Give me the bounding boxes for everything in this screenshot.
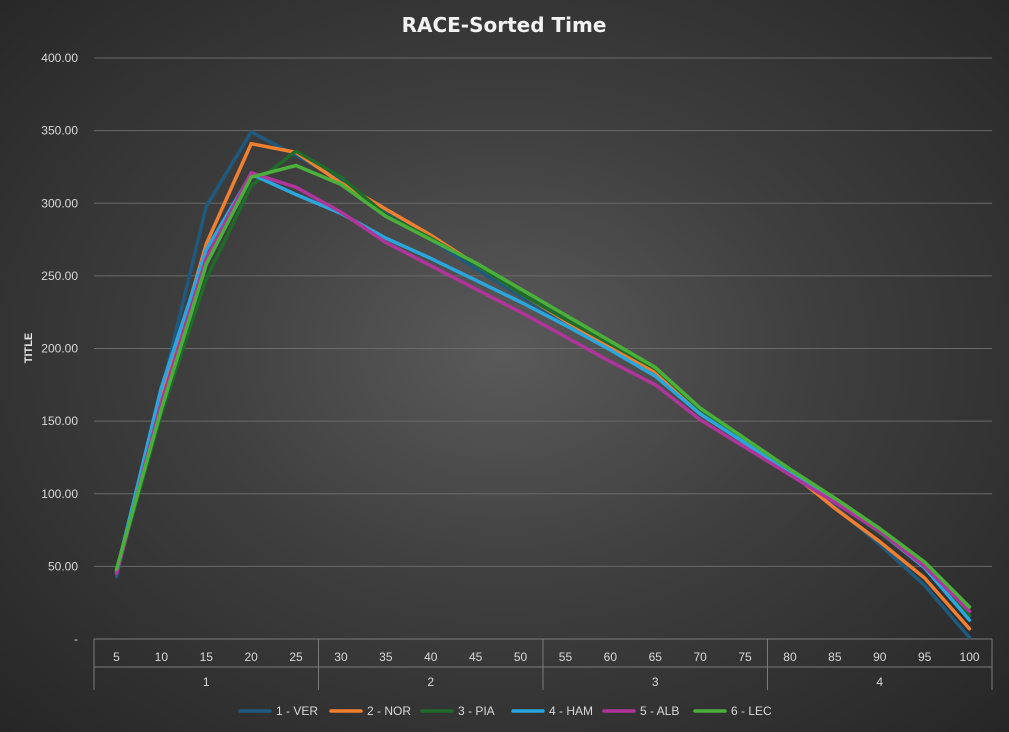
y-axis-ticks: - 50.00 100.00 150.00 200.00 250.00 300.00 350.… [41, 51, 78, 646]
y-tick-label: 400.00 [41, 51, 78, 65]
x-group-label: 3 [652, 675, 659, 689]
x-tick-label: 80 [783, 650, 797, 664]
x-tick-label: 50 [514, 650, 528, 664]
x-tick-label: 75 [738, 650, 752, 664]
x-tick-label: 15 [200, 650, 214, 664]
grid-lines [94, 57, 992, 640]
y-tick-label: - [74, 632, 78, 646]
legend-label: 5 - ALB [640, 704, 679, 718]
y-tick-label: 50.00 [48, 559, 78, 573]
y-axis-label: TITLE [23, 333, 35, 364]
y-tick-label: 350.00 [41, 124, 78, 138]
x-tick-label: 30 [334, 650, 348, 664]
x-tick-label: 55 [559, 650, 573, 664]
x-tick-label: 25 [289, 650, 303, 664]
legend-label: 1 - VER [276, 704, 318, 718]
y-tick-label: 150.00 [41, 414, 78, 428]
x-tick-label: 85 [828, 650, 842, 664]
y-tick-label: 250.00 [41, 269, 78, 283]
legend-label: 2 - NOR [367, 704, 411, 718]
x-tick-label: 60 [604, 650, 618, 664]
legend-label: 6 - LEC [731, 704, 772, 718]
series-line-4-ham [114, 172, 972, 622]
x-tick-label: 100 [960, 650, 980, 664]
x-tick-label: 10 [155, 650, 169, 664]
x-tick-label: 35 [379, 650, 393, 664]
x-group-label: 4 [876, 675, 883, 689]
y-tick-label: 300.00 [41, 196, 78, 210]
series-line-1-ver [114, 130, 972, 640]
y-tick-label: 200.00 [41, 342, 78, 356]
x-tick-label: 90 [873, 650, 887, 664]
series-line-3-pia [114, 149, 972, 618]
x-tick-label: 5 [113, 650, 120, 664]
legend-label: 4 - HAM [549, 704, 593, 718]
series-lines [114, 130, 972, 640]
legend-label: 3 - PIA [458, 704, 495, 718]
y-tick-label: 100.00 [41, 487, 78, 501]
x-tick-label: 20 [244, 650, 258, 664]
series-line-5-alb [114, 170, 972, 614]
series-line-2-nor [114, 141, 972, 631]
x-group-label: 1 [203, 675, 210, 689]
x-tick-label: 70 [693, 650, 707, 664]
x-tick-label: 65 [649, 650, 663, 664]
chart-title: RACE-Sorted Time [402, 13, 607, 37]
x-tick-label: 45 [469, 650, 483, 664]
x-group-label: 2 [427, 675, 434, 689]
x-axis-ticks: 5 10 15 20 25 30 35 40 45 50 55 60 65 70 75 80 85 90 95 100… [93, 639, 993, 690]
legend: 1 - VER 2 - NOR 3 - PIA 4 - HAM 5 - ALB 6 - L… [238, 704, 772, 718]
x-tick-label: 95 [918, 650, 932, 664]
series-line-6-lec [114, 163, 972, 609]
x-tick-label: 40 [424, 650, 438, 664]
